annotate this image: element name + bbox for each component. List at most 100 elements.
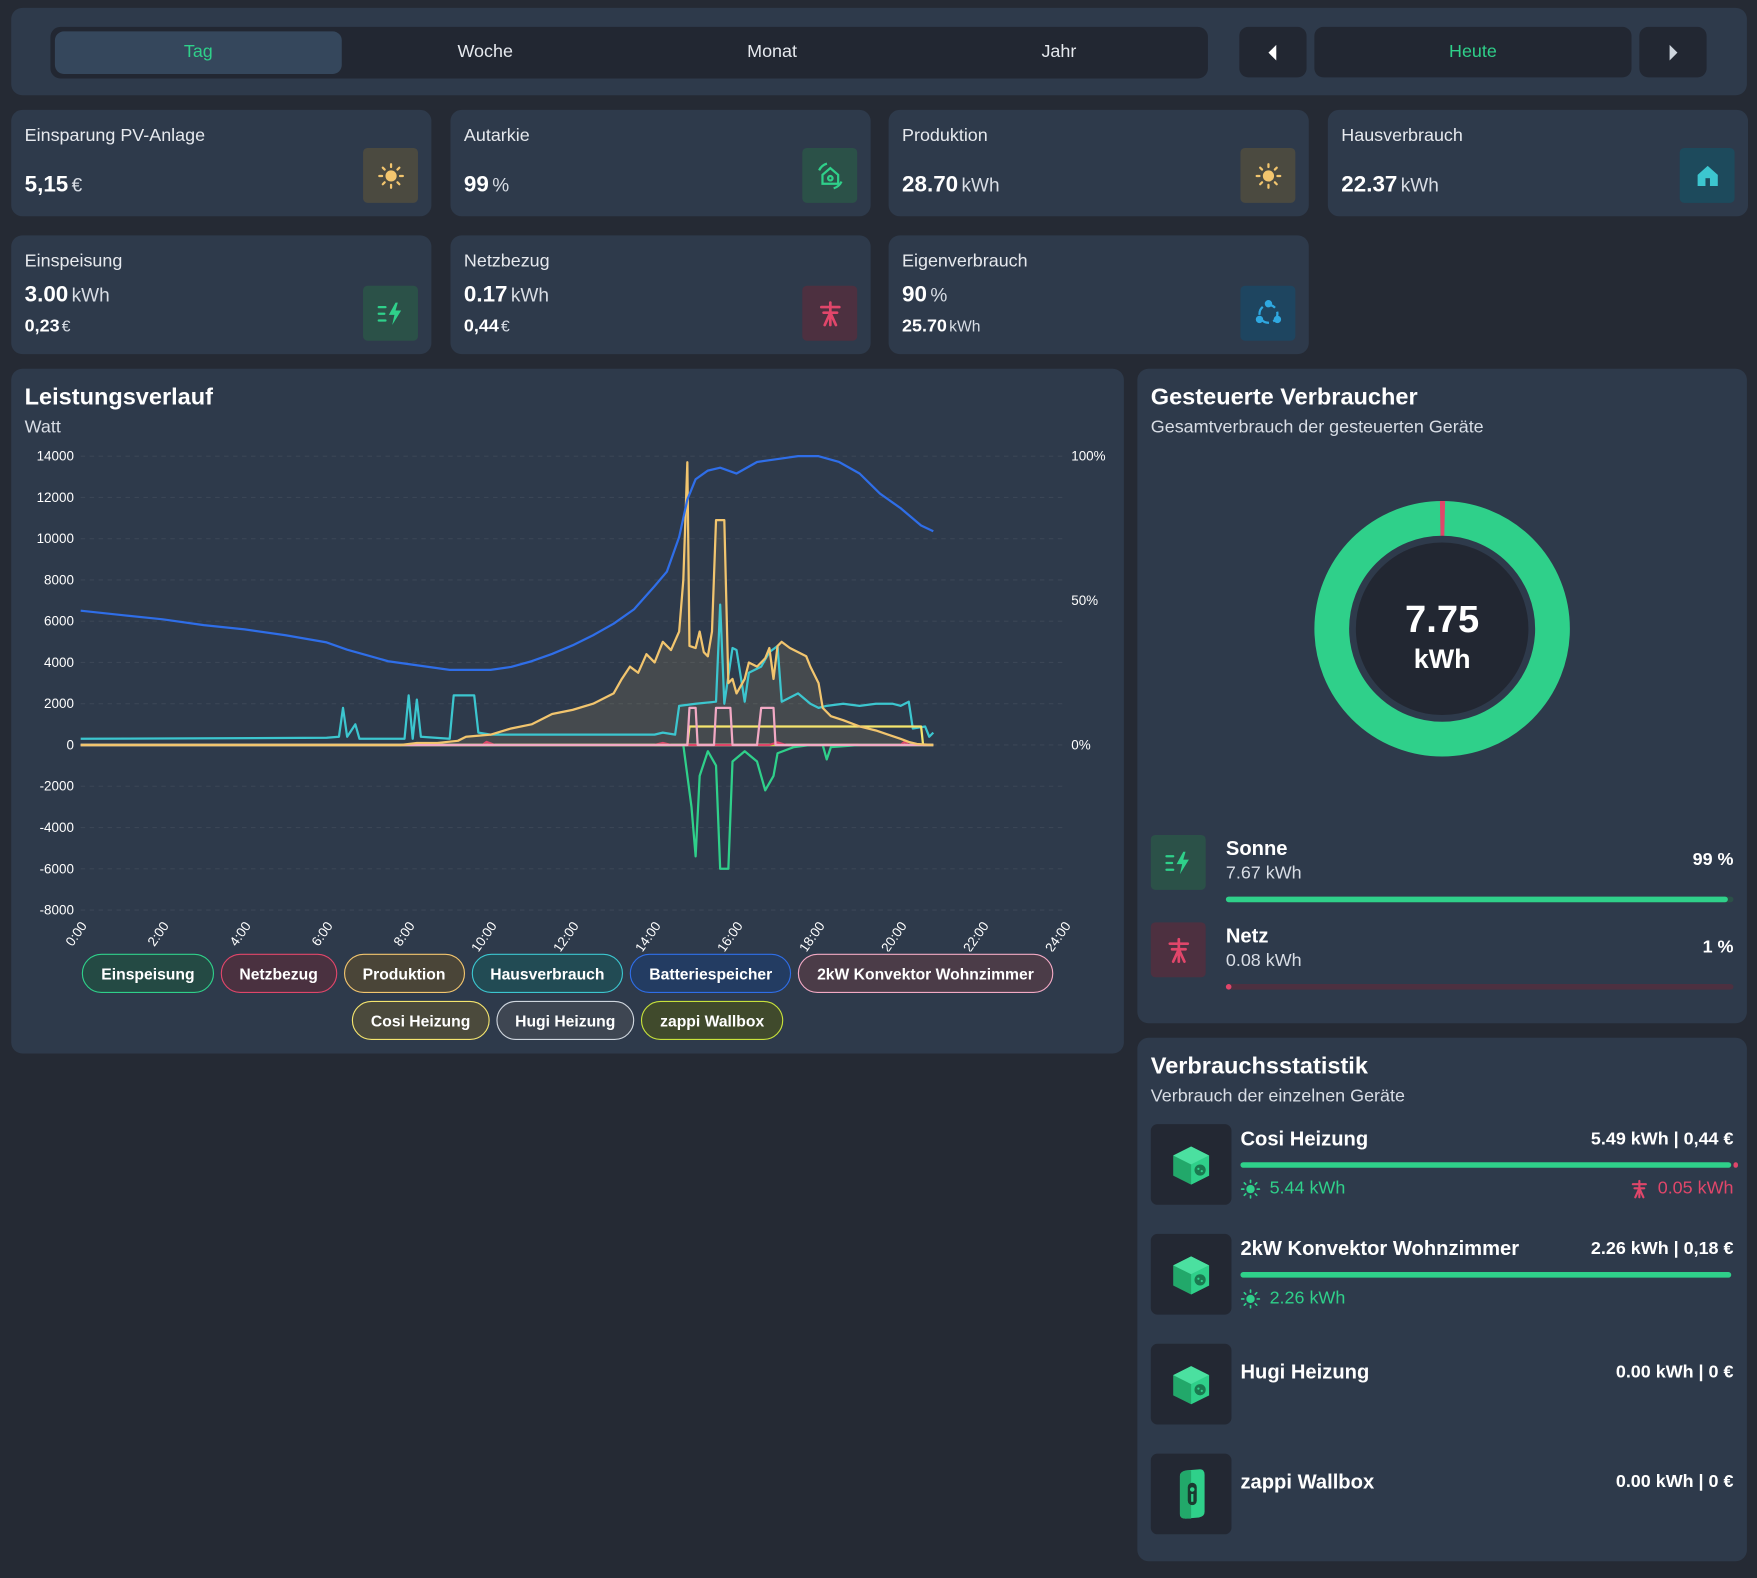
kpi-house-consumption: Hausverbrauch 22.37 kWh [1327,109,1749,217]
smart-plug-icon [1150,1343,1232,1425]
device-grid-value: 0.05 kWh [1657,1179,1734,1199]
x-tick-label: 0:00 [63,919,90,949]
today-button[interactable]: Heute [1314,26,1632,78]
kpi-number: 28.70 [902,172,959,198]
controlled-consumers-card: Gesteuerte Verbraucher Gesamtverbrauch d… [1137,368,1747,1024]
caret-left-icon [1268,44,1277,60]
kpi-title: Einsparung PV-Anlage [24,126,206,146]
x-tick-label: 8:00 [391,919,418,949]
device-sun-value: 2.26 kWh [1269,1288,1346,1308]
smart-plug-icon [1150,1233,1232,1315]
sun-icon [1240,147,1296,203]
device-total: 5.49 kWh | 0,44 € [1590,1129,1734,1149]
series-line-hausverbrauch [80,603,935,740]
device-total: 0.00 kWh | 0 € [1615,1362,1734,1382]
controlled-title: Gesteuerte Verbraucher [1150,384,1418,411]
legend-chip-hugi-heizung[interactable]: Hugi Heizung [496,1000,635,1041]
period-toolbar: Tag Woche Monat Jahr Heute [11,7,1747,96]
source-bar-fill [1225,896,1729,903]
kpi-value: 3.00 kWh [25,282,110,308]
kpi-unit: kWh [71,284,110,306]
smart-plug-icon [1150,1124,1232,1205]
next-day-button[interactable] [1639,26,1707,78]
legend-chip-einspeisung[interactable]: Einspeisung [82,953,214,993]
kpi-unit: % [492,174,510,197]
source-name: Sonne [1225,837,1288,860]
kpi-value: 90% [902,282,947,308]
chart-title: Leistungsverlauf [24,384,213,411]
legend-chip-produktion[interactable]: Produktion [343,953,465,993]
device-name: zappi Wallbox [1240,1470,1375,1493]
donut-hole [1349,535,1536,722]
legend-chip-zappi-wallbox[interactable]: zappi Wallbox [641,1000,784,1041]
y-tick-label: 0 [66,737,73,752]
power-chart-card: Leistungsverlauf Watt 14000 12000 10000 800… [11,368,1124,1054]
legend-chip-netzbezug[interactable]: Netzbezug [220,953,337,993]
consumption-donut [1314,500,1570,757]
device-share-bar [1240,1162,1738,1168]
x-tick-label: 6:00 [309,919,336,949]
kpi-title: Einspeisung [24,252,123,272]
tab-week[interactable]: Woche [457,42,513,62]
y-tick-label: 14000 [37,449,74,464]
tab-month[interactable]: Monat [747,42,797,62]
kpi-value: 5,15 € [25,173,83,199]
usage-statistics-card: Verbrauchsstatistik Verbrauch der einzel… [1137,1037,1747,1562]
device-name: Hugi Heizung [1240,1360,1370,1383]
sun-icon [1240,1289,1261,1309]
power-chart[interactable]: 14000 12000 10000 8000 6000 4000 2000 0 -2000 -40… [11,369,1124,952]
stats-title: Verbrauchsstatistik [1150,1053,1368,1080]
caret-right-icon [1669,44,1678,60]
y-tick-label: 8000 [44,572,74,587]
kpi-number: 0.17 [463,282,508,308]
production-area [80,462,934,745]
kpi-unit: % [930,284,948,306]
tab-year[interactable]: Jahr [1041,42,1077,62]
kpi-sub-number: 0,44 [463,317,499,337]
kpi-unit: kWh [961,174,1000,197]
feed-in-icon [1150,834,1206,890]
kpi-unit: € [71,174,83,197]
kpi-sub-unit: € [61,317,71,336]
legend-chip-hausverbrauch[interactable]: Hausverbrauch [471,953,624,993]
y-tick-label: -6000 [40,861,74,876]
house-icon [1679,147,1735,203]
x-tick-label: 18:00 [796,919,828,952]
kpi-savings: Einsparung PV-Anlage 5,15 € [11,109,432,217]
kpi-value: 22.37 kWh [1341,173,1439,199]
device-sun-kwh: 5.44 kWh [1240,1179,1345,1199]
kpi-sub-number: 0,23 [24,317,60,337]
autarky-icon [802,147,858,203]
legend-chip-2kw-konvektor-wohnzimmer[interactable]: 2kW Konvektor Wohnzimmer [798,953,1053,993]
stats-subtitle: Verbrauch der einzelnen Geräte [1150,1087,1405,1107]
kpi-number: 3.00 [24,282,69,308]
kpi-production: Produktion 28.70 kWh [888,109,1309,217]
legend-chip-batteriespeicher[interactable]: Batteriespeicher [630,953,792,993]
previous-day-button[interactable] [1239,26,1307,78]
y-tick-label: 4000 [44,655,74,670]
y-tick-label: 12000 [37,490,74,505]
chart-legend: Einspeisung Netzbezug Produktion Hausverbra… [11,953,1124,1041]
y-tick-label: 10000 [37,531,74,546]
kpi-number: 5,15 [24,172,69,198]
device-share-bar [1240,1272,1732,1278]
source-percent: 99 % [1692,850,1734,870]
kpi-self-consumption: Eigenverbrauch 90% 25.70 kWh [888,235,1309,355]
x-tick-label: 10:00 [468,919,500,952]
donut-grid-segment [1314,500,1570,757]
kpi-title: Hausverbrauch [1341,126,1463,146]
device-grid-share [1733,1162,1738,1168]
y-tick-label: -2000 [40,779,74,794]
series-line-einspeisung [80,743,934,870]
y-tick-label: -4000 [40,820,74,835]
legend-chip-cosi-heizung[interactable]: Cosi Heizung [351,1000,490,1041]
kpi-value: 99% [464,173,509,199]
source-bar [1225,984,1734,990]
kpi-unit: kWh [1400,174,1439,197]
donut-total-unit: kWh [1413,644,1471,675]
feed-in-icon [363,285,418,341]
tab-day[interactable]: Tag [54,31,342,74]
y-tick-label: 2000 [44,696,74,711]
kpi-number: 22.37 [1341,172,1398,198]
